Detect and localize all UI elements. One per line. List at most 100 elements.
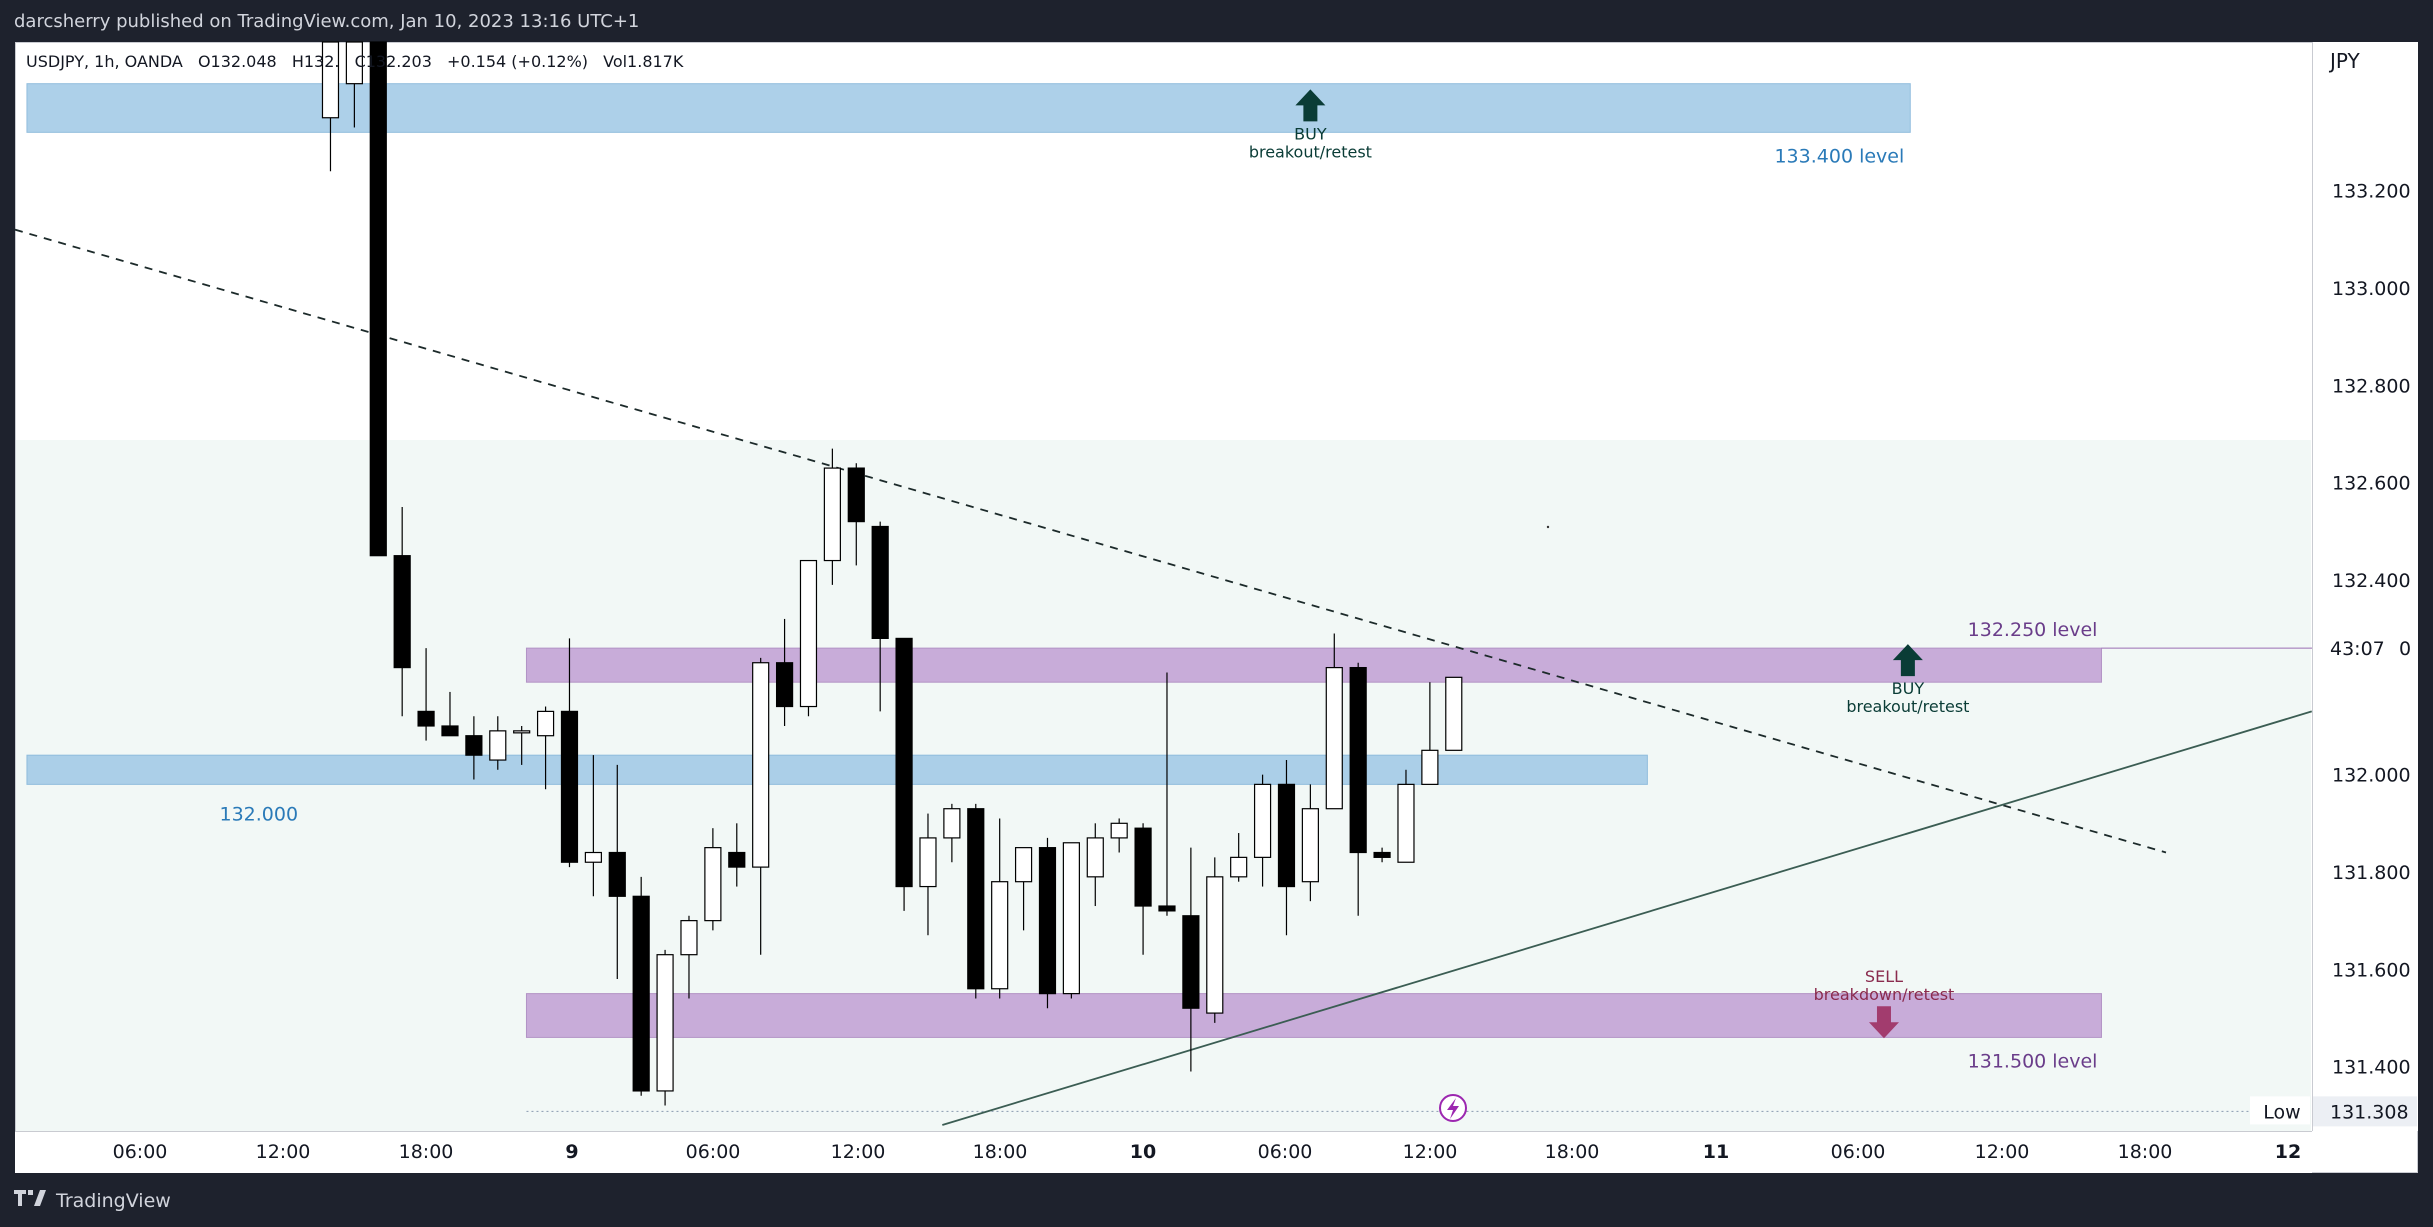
legend-open: O132.048 xyxy=(197,52,277,71)
candle-body[interactable] xyxy=(393,555,411,669)
candle-body[interactable] xyxy=(1230,856,1248,878)
annotation-label: breakdown/retest xyxy=(1814,985,1955,1004)
candle-body[interactable] xyxy=(919,837,937,888)
zone-blue-0 xyxy=(26,83,1911,133)
x-tick-label: 11 xyxy=(1703,1141,1729,1163)
candle-body[interactable] xyxy=(967,808,985,990)
price-axis[interactable] xyxy=(2312,42,2418,1131)
buy-arrow-icon xyxy=(1295,89,1326,122)
stray-dot xyxy=(1546,525,1550,529)
zone-purple-3 xyxy=(525,993,2102,1038)
candle-body[interactable] xyxy=(1134,827,1152,907)
candle-body[interactable] xyxy=(1253,783,1272,858)
candle-body[interactable] xyxy=(1062,842,1080,995)
candle-body[interactable] xyxy=(417,710,435,727)
candle-body[interactable] xyxy=(847,467,865,523)
candle-body[interactable] xyxy=(871,525,889,639)
x-tick-label: 06:00 xyxy=(1831,1141,1886,1163)
candle-body[interactable] xyxy=(1014,847,1033,883)
candle-body[interactable] xyxy=(799,559,818,708)
candle-body[interactable] xyxy=(1349,666,1367,854)
candle-body[interactable] xyxy=(513,730,531,734)
candle-body[interactable] xyxy=(321,41,340,119)
countdown-suffix: 0 xyxy=(2399,638,2411,660)
publisher-info: darcsherry published on TradingView.com,… xyxy=(14,11,640,32)
candle-body[interactable] xyxy=(608,851,626,897)
y-tick-label: 132.600 xyxy=(2332,473,2411,495)
candle-body[interactable] xyxy=(1421,749,1439,785)
candle-body[interactable] xyxy=(1110,822,1128,839)
y-tick-label: 133.200 xyxy=(2332,181,2411,203)
x-tick-label: 12:00 xyxy=(1975,1141,2030,1163)
candle-body[interactable] xyxy=(1182,915,1200,1009)
candle-body[interactable] xyxy=(584,851,602,863)
x-tick-label: 18:00 xyxy=(399,1141,454,1163)
candle-body[interactable] xyxy=(656,954,674,1092)
trendline-solid[interactable] xyxy=(942,710,2312,1126)
trendline-dashed[interactable] xyxy=(15,228,2167,854)
legend-volume: Vol1.817K xyxy=(603,52,684,71)
candle-body[interactable] xyxy=(728,851,746,868)
zone-label: 132.000 xyxy=(219,803,298,825)
candle-body[interactable] xyxy=(465,735,483,756)
footer-brand[interactable]: TradingView xyxy=(56,1190,171,1212)
candle-body[interactable] xyxy=(1325,666,1343,810)
candle-body[interactable] xyxy=(895,637,913,888)
candle-body[interactable] xyxy=(1277,783,1296,888)
candle-body[interactable] xyxy=(536,710,555,737)
y-tick-label: 131.400 xyxy=(2332,1057,2411,1079)
buy-arrow-icon xyxy=(1892,644,1923,677)
y-tick-label: 132.800 xyxy=(2332,375,2411,397)
zone-label: 133.400 level xyxy=(1774,145,1904,167)
candle-body[interactable] xyxy=(1038,847,1057,995)
footer-bar: TradingView xyxy=(0,1175,2433,1227)
candle-body[interactable] xyxy=(1373,851,1391,858)
candle-body[interactable] xyxy=(1445,676,1463,751)
low-label: Low xyxy=(2263,1101,2300,1123)
candle-body[interactable] xyxy=(560,710,579,863)
candle-body[interactable] xyxy=(1397,783,1415,863)
y-tick-label: 133.000 xyxy=(2332,278,2411,300)
annotation-label: SELL xyxy=(1865,967,1903,986)
x-tick-label: 10 xyxy=(1130,1141,1156,1163)
x-tick-label: 18:00 xyxy=(2118,1141,2173,1163)
x-tick-label: 18:00 xyxy=(973,1141,1028,1163)
zone-label: 132.250 level xyxy=(1968,619,2098,641)
annotation-label: breakout/retest xyxy=(1249,142,1372,161)
candle-body[interactable] xyxy=(752,662,770,868)
x-tick-label: 18:00 xyxy=(1545,1141,1600,1163)
low-value: 131.308 xyxy=(2330,1101,2409,1123)
zone-blue-1 xyxy=(26,754,1648,785)
candle-body[interactable] xyxy=(345,41,363,85)
candle-body[interactable] xyxy=(441,725,459,737)
candle-body[interactable] xyxy=(991,881,1009,990)
candle-body[interactable] xyxy=(1086,837,1104,878)
time-axis[interactable] xyxy=(15,1131,2312,1173)
legend-close: C132.203 xyxy=(354,52,432,71)
candle-body[interactable] xyxy=(1206,876,1224,1014)
candle-body[interactable] xyxy=(823,467,841,562)
y-tick-label: 131.600 xyxy=(2332,959,2411,981)
x-tick-label: 12:00 xyxy=(831,1141,886,1163)
candle-body[interactable] xyxy=(369,41,387,557)
y-tick-label: 132.000 xyxy=(2332,765,2411,787)
legend-change: +0.154 (+0.12%) xyxy=(447,52,589,71)
candle-body[interactable] xyxy=(943,808,961,839)
lightning-icon xyxy=(1447,1098,1459,1119)
zone-label: 131.500 level xyxy=(1968,1050,2098,1072)
candle-body[interactable] xyxy=(704,847,722,922)
legend-symbol[interactable]: USDJPY, 1h, OANDA xyxy=(26,52,183,71)
x-tick-label: 12:00 xyxy=(1403,1141,1458,1163)
candle-body[interactable] xyxy=(1158,905,1176,912)
y-tick-label: 131.800 xyxy=(2332,862,2411,884)
candle-body[interactable] xyxy=(489,730,507,761)
symbol-legend: USDJPY, 1h, OANDA O132.048 H132. C132.20… xyxy=(26,52,693,71)
candle-body[interactable] xyxy=(1301,808,1319,883)
candle-body[interactable] xyxy=(632,895,650,1092)
candle-body[interactable] xyxy=(775,662,794,708)
tradingview-logo-icon[interactable] xyxy=(14,1175,48,1227)
x-tick-label: 9 xyxy=(565,1141,578,1163)
sell-arrow-icon xyxy=(1868,1006,1899,1039)
candle-body[interactable] xyxy=(680,920,698,956)
